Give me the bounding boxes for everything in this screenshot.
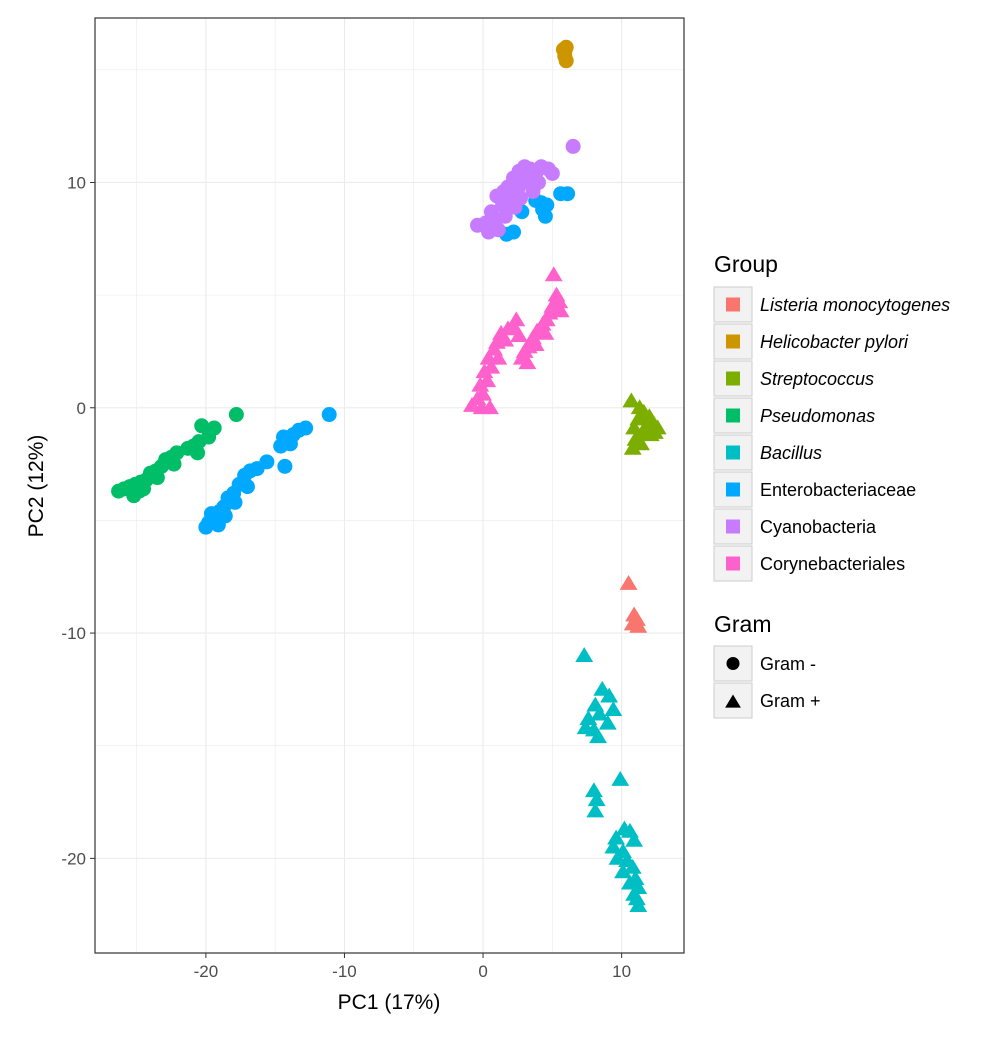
legend-label-streptococcus: Streptococcus <box>760 369 874 389</box>
bacillus-point <box>576 719 595 735</box>
legend-label-helicobacter-pylori: Helicobacter pylori <box>760 332 909 352</box>
gram-legend-title: Gram <box>714 611 772 637</box>
bacillus-point <box>600 687 619 703</box>
legend-label-gram-+: Gram + <box>760 691 821 711</box>
plot-panel-border <box>94 17 685 954</box>
legend-label-bacillus: Bacillus <box>760 443 822 463</box>
bacillus-point <box>586 802 605 818</box>
bacillus-point <box>587 791 606 807</box>
corynebacteriales-point <box>475 363 494 379</box>
pseudomonas-point <box>194 418 210 434</box>
bacillus-point <box>598 714 617 730</box>
legend-triangle-icon <box>725 694 741 708</box>
group-legend-title: Group <box>714 251 778 277</box>
legend-swatch-streptococcus <box>726 371 740 386</box>
bacillus-point <box>589 728 608 744</box>
corynebacteriales-point <box>507 311 526 327</box>
bacillus-point <box>604 838 623 854</box>
bacillus-point <box>590 705 609 721</box>
helicobacter-pylori-point <box>555 42 571 58</box>
pseudomonas-point <box>111 483 127 499</box>
y-tick-label: -10 <box>61 624 86 643</box>
legend-label-cyanobacteria: Cyanobacteria <box>760 517 877 537</box>
legend-swatch-cyanobacteria <box>726 519 740 534</box>
x-tick-label: -20 <box>194 962 219 981</box>
legend-circle-icon <box>726 657 740 670</box>
enterobacteriaceae-point <box>277 458 293 474</box>
enterobacteriaceae-point <box>210 517 226 533</box>
enterobacteriaceae-point <box>321 407 337 423</box>
cyanobacteria-point <box>490 222 506 238</box>
helicobacter-pylori-point <box>558 53 574 69</box>
bacillus-point <box>575 647 594 662</box>
gram-legend: Gram Gram - Gram + <box>713 611 821 719</box>
listeria-monocytogenes-point <box>619 575 638 590</box>
legend-swatch-listeria-monocytogenes <box>726 297 740 312</box>
legend-label-enterobacteriaceae: Enterobacteriaceae <box>760 480 916 500</box>
axis-ticks: -20 -10 0 10 -20 -10 0 10 <box>61 173 631 981</box>
x-tick-label: 10 <box>612 962 631 981</box>
enterobacteriaceae-point <box>537 208 553 224</box>
bacillus-point <box>579 710 598 726</box>
corynebacteriales-point <box>544 266 563 282</box>
enterobacteriaceae-point <box>273 438 289 454</box>
bacillus-point <box>604 701 623 717</box>
legend-swatch-pseudomonas <box>726 408 740 423</box>
corynebacteriales-point <box>518 354 537 370</box>
y-axis-title: PC2 (12%) <box>25 435 48 538</box>
cyanobacteria-point <box>470 217 486 233</box>
cyanobacteria-point <box>497 208 513 224</box>
plot-panel-background <box>95 18 684 953</box>
enterobacteriaceae-point <box>203 506 219 522</box>
pseudomonas-point <box>190 445 206 461</box>
legend-label-listeria-monocytogenes: Listeria monocytogenes <box>760 295 950 315</box>
corynebacteriales-point <box>510 327 529 343</box>
bacillus-point <box>584 782 603 798</box>
corynebacteriales-point <box>551 302 570 318</box>
pseudomonas-point <box>228 407 244 423</box>
y-tick-label: -20 <box>61 849 86 868</box>
x-axis-title: PC1 (17%) <box>338 991 441 1014</box>
legend-swatch-bacillus <box>726 445 740 460</box>
group-legend: Group Listeria monocytogenes Helicobacter… <box>713 251 950 582</box>
grid-lines <box>95 18 684 953</box>
legend-label-pseudomonas: Pseudomonas <box>760 406 875 426</box>
cyanobacteria-point <box>544 165 560 181</box>
bacillus-point <box>611 771 630 786</box>
streptococcus-point <box>623 439 642 455</box>
bacillus-point <box>629 897 648 913</box>
enterobacteriaceae-point <box>198 519 214 535</box>
legend-label-corynebacteriales: Corynebacteriales <box>760 554 905 574</box>
bacillus-point <box>625 831 644 847</box>
x-tick-label: 0 <box>478 962 487 981</box>
legend-swatch-helicobacter-pylori <box>726 334 740 349</box>
y-tick-label: 0 <box>77 399 86 418</box>
bacillus-point <box>614 863 632 879</box>
corynebacteriales-point <box>489 349 508 365</box>
cyanobacteria-point <box>565 138 581 154</box>
corynebacteriales-point <box>481 399 499 415</box>
cyanobacteria-point <box>507 199 523 215</box>
x-tick-label: -10 <box>332 962 357 981</box>
streptococcus-point <box>645 424 664 439</box>
data-points <box>111 39 667 913</box>
bacillus-point <box>623 858 642 874</box>
bacillus-point <box>607 829 626 845</box>
y-tick-label: 10 <box>67 173 86 192</box>
cyanobacteria-point <box>525 183 541 199</box>
legend-swatch-enterobacteriaceae <box>726 482 740 497</box>
corynebacteriales-point <box>471 376 490 392</box>
pseudomonas-point <box>166 456 182 472</box>
listeria-monocytogenes-point <box>629 617 648 633</box>
bacillus-point <box>627 890 646 906</box>
legend-label-gram--: Gram - <box>760 654 816 674</box>
streptococcus-point <box>622 392 641 408</box>
enterobacteriaceae-point <box>553 186 569 202</box>
legend-swatch-corynebacteriales <box>726 556 740 571</box>
pseudomonas-point <box>131 483 147 499</box>
